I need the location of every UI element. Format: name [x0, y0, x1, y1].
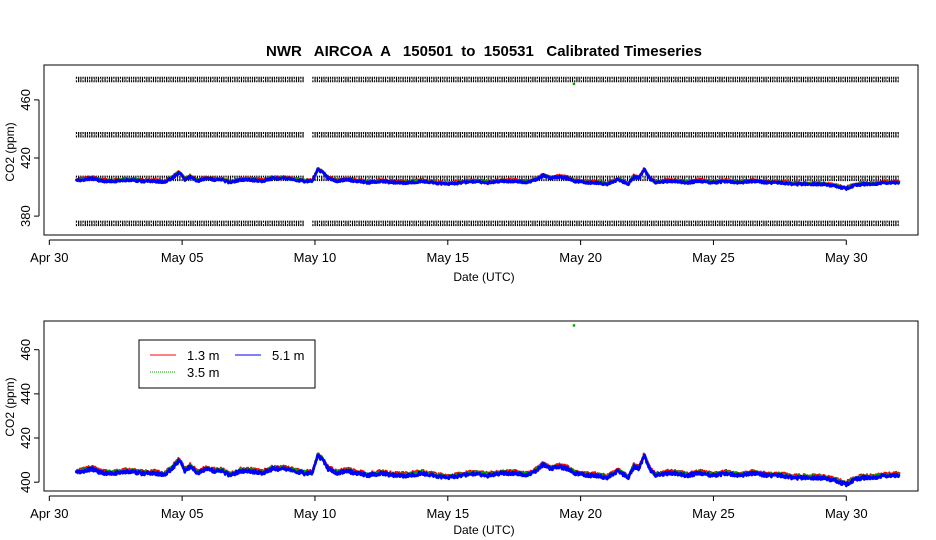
top-series-5-1-m [74, 167, 901, 191]
bottom-y-tick-label: 400 [18, 471, 33, 493]
top-data-series [74, 82, 901, 191]
top-outlier-point [572, 82, 576, 86]
top-x-axis-label: Date (UTC) [453, 270, 514, 284]
top-x-tick-label: May 05 [161, 250, 204, 265]
bottom-y-tick-label: 440 [18, 383, 33, 405]
top-x-tick-label: Apr 30 [30, 250, 68, 265]
panel-bottom-frame [43, 320, 919, 492]
bottom-series-5-1-m [74, 453, 901, 488]
panel-top-frame [43, 64, 919, 236]
bottom-x-tick-label: May 25 [692, 506, 735, 521]
bottom-x-tick-label: May 10 [294, 506, 337, 521]
bottom-y-axis-label: CO2 (ppm) [3, 377, 17, 436]
bottom-x-axis-label: Date (UTC) [453, 523, 514, 537]
legend-label-3-5m: 3.5 m [187, 365, 220, 380]
top-y-axis-label: CO2 (ppm) [3, 122, 17, 181]
bottom-x-tick-label: May 30 [825, 506, 868, 521]
top-x-axis: Apr 30 May 05 May 10 May 15 May 20 May 25 May … [30, 239, 868, 265]
bottom-series-1-3-m [74, 452, 901, 485]
top-x-tick-label: May 30 [825, 250, 868, 265]
bottom-outlier-point [572, 324, 576, 327]
bottom-x-axis: Apr 30 May 05 May 10 May 15 May 20 May 25 May … [30, 495, 868, 521]
bottom-data-series [74, 324, 901, 488]
panel-bottom-timeseries: Apr 30 May 05 May 10 May 15 May 20 May 25 May … [3, 320, 919, 537]
chart-title: NWR AIRCOA A 150501 to 150531 Calibrated… [266, 43, 702, 60]
top-x-tick-label: May 10 [294, 250, 337, 265]
bottom-x-tick-label: Apr 30 [30, 506, 68, 521]
panel-top-timeseries: Apr 30 May 05 May 10 May 15 May 20 May 25 May … [3, 64, 919, 284]
legend-box [138, 339, 316, 389]
top-y-axis: 380 420 460 [18, 89, 40, 227]
top-x-tick-label: May 20 [559, 250, 602, 265]
calibration-points [75, 76, 900, 227]
bottom-x-tick-label: May 20 [559, 506, 602, 521]
bottom-y-tick-label: 420 [18, 427, 33, 449]
legend: 1.3 m 5.1 m 3.5 m [138, 339, 316, 389]
bottom-x-tick-label: May 05 [161, 506, 204, 521]
top-x-tick-label: May 25 [692, 250, 735, 265]
top-y-tick-label: 420 [18, 147, 33, 169]
legend-label-1-3m: 1.3 m [187, 348, 220, 363]
legend-label-5-1m: 5.1 m [272, 348, 305, 363]
bottom-y-axis: 400 420 440 460 [18, 339, 40, 493]
bottom-series-3-5-m [75, 452, 901, 487]
bottom-y-tick-label: 460 [18, 339, 33, 361]
top-y-tick-label: 380 [18, 205, 33, 227]
bottom-x-tick-label: May 15 [426, 506, 469, 521]
top-x-tick-label: May 15 [426, 250, 469, 265]
top-y-tick-label: 460 [18, 89, 33, 111]
